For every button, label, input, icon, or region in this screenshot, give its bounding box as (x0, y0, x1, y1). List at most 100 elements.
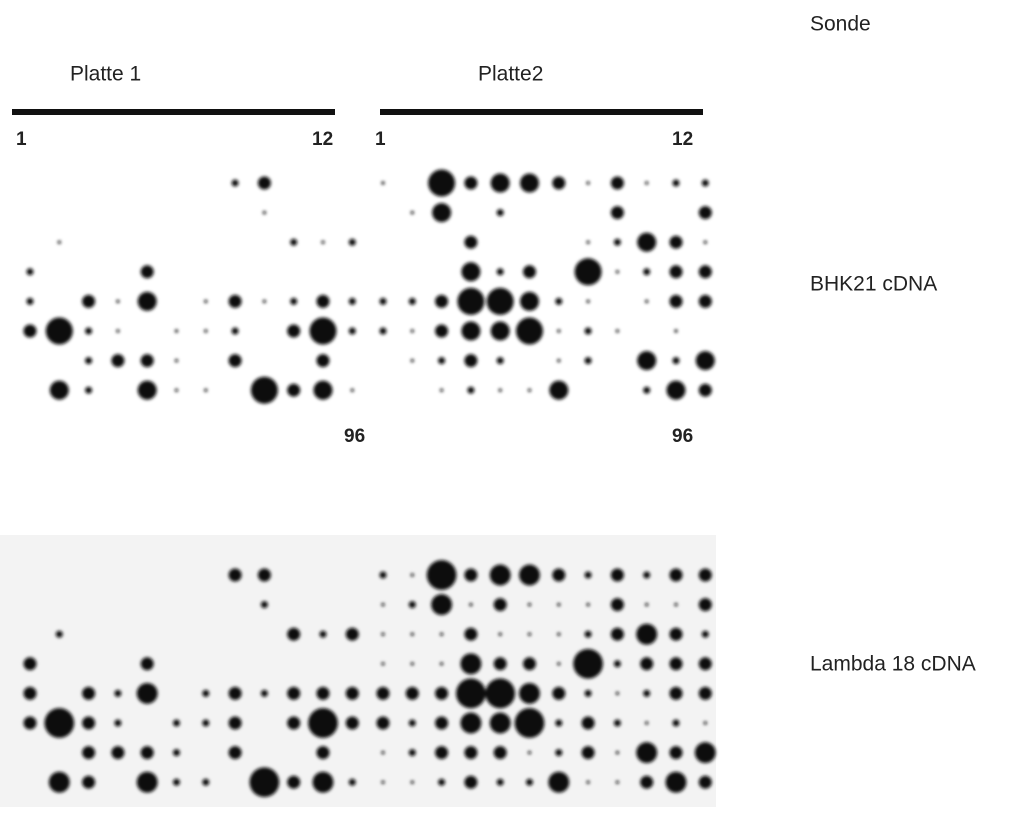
spot (698, 568, 712, 582)
spot (140, 354, 154, 368)
spot (114, 689, 122, 697)
spot (523, 265, 536, 279)
spot (514, 708, 545, 738)
spot (526, 778, 533, 786)
spot (584, 327, 592, 335)
spot (228, 746, 242, 760)
spot (381, 632, 385, 636)
spot (57, 240, 61, 244)
spot (204, 299, 208, 303)
spot (496, 209, 504, 217)
spot (408, 719, 416, 727)
spot (114, 719, 122, 727)
spot (694, 742, 716, 764)
spot (665, 771, 687, 793)
spot (698, 686, 712, 700)
spot (116, 329, 120, 333)
spot (519, 564, 540, 586)
spot (173, 778, 180, 786)
well-label: 96 (672, 426, 693, 447)
spot (498, 632, 502, 636)
spot (260, 689, 268, 697)
spot (610, 206, 624, 220)
spot (669, 746, 683, 760)
spot (82, 746, 96, 760)
spot (464, 354, 478, 368)
spot (669, 294, 683, 308)
spot (313, 380, 333, 400)
spot (613, 238, 621, 246)
spot (204, 388, 208, 392)
spot (574, 258, 602, 286)
spot (669, 686, 683, 700)
spot (637, 232, 657, 252)
spot (464, 775, 478, 789)
spot (23, 657, 37, 671)
spot (520, 291, 539, 311)
well-label: 1 (16, 129, 27, 150)
spot (140, 657, 154, 671)
spot (552, 568, 566, 582)
spot (557, 632, 561, 636)
spot (438, 778, 446, 786)
spot (262, 299, 266, 303)
spot (48, 771, 70, 793)
spot (174, 329, 179, 333)
spot (460, 712, 482, 734)
spot (489, 564, 511, 586)
spot (435, 686, 449, 700)
spot (137, 380, 157, 400)
spot (464, 568, 478, 582)
spot (698, 383, 712, 397)
spot (26, 297, 34, 305)
spot (85, 357, 93, 365)
spot (610, 598, 624, 612)
spot (228, 686, 242, 700)
spot (137, 291, 157, 311)
spot (615, 270, 620, 274)
spot (557, 662, 561, 666)
spot (669, 568, 683, 582)
spot (557, 603, 561, 607)
spot (111, 746, 125, 760)
spot (584, 689, 592, 697)
spot (111, 354, 125, 368)
spot (428, 169, 456, 197)
spot (435, 746, 449, 760)
spot (345, 716, 359, 730)
spot (615, 780, 620, 784)
spot (379, 327, 387, 335)
spot (461, 321, 481, 341)
spot (262, 211, 266, 215)
spot (467, 386, 475, 394)
spot (23, 716, 37, 730)
spot (345, 627, 359, 641)
spot (698, 657, 712, 671)
blot-label: BHK21 cDNA (810, 273, 937, 296)
spot (615, 751, 620, 755)
spot (435, 716, 449, 730)
spot (309, 317, 337, 345)
plate-title: Platte2 (478, 63, 543, 86)
spot (643, 268, 651, 276)
spot (581, 716, 595, 730)
spot (489, 712, 511, 734)
spot (586, 780, 590, 784)
spot (410, 662, 414, 666)
spot (464, 176, 478, 190)
spot (666, 380, 686, 400)
blot-background (0, 535, 716, 807)
plate-title: Platte 1 (70, 63, 141, 86)
spot (348, 327, 356, 335)
spot (586, 240, 590, 244)
spot (426, 560, 457, 590)
spot (287, 627, 301, 641)
spot (493, 746, 507, 760)
spot (457, 287, 485, 315)
spot (249, 767, 280, 798)
spot (440, 662, 444, 666)
spot (701, 630, 709, 638)
spot (695, 351, 715, 371)
spot (85, 327, 93, 335)
